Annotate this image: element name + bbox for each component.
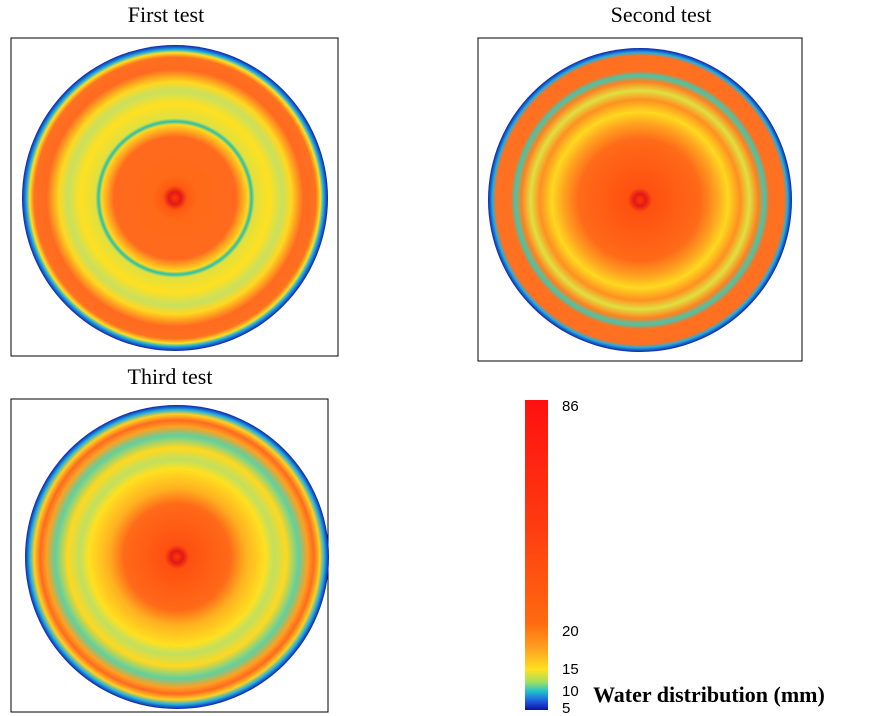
panel-title: Third test — [128, 364, 213, 389]
colorbar-tick-label: 86 — [562, 398, 579, 415]
colorbar-label: Water distribution (mm) — [593, 682, 825, 707]
distribution-map — [25, 405, 329, 709]
colorbar-tick-label: 5 — [562, 700, 570, 716]
colorbar — [525, 400, 548, 710]
distribution-map — [22, 45, 328, 351]
colorbar-tick-label: 10 — [562, 683, 579, 700]
colorbar-tick-label: 20 — [562, 623, 579, 640]
colorbar-tick-label: 15 — [562, 661, 579, 678]
panel-title: First test — [128, 2, 204, 27]
panel-title: Second test — [611, 2, 712, 27]
colorbar-ticks: 86 20 15 105 — [562, 398, 579, 716]
distribution-map — [488, 48, 792, 352]
